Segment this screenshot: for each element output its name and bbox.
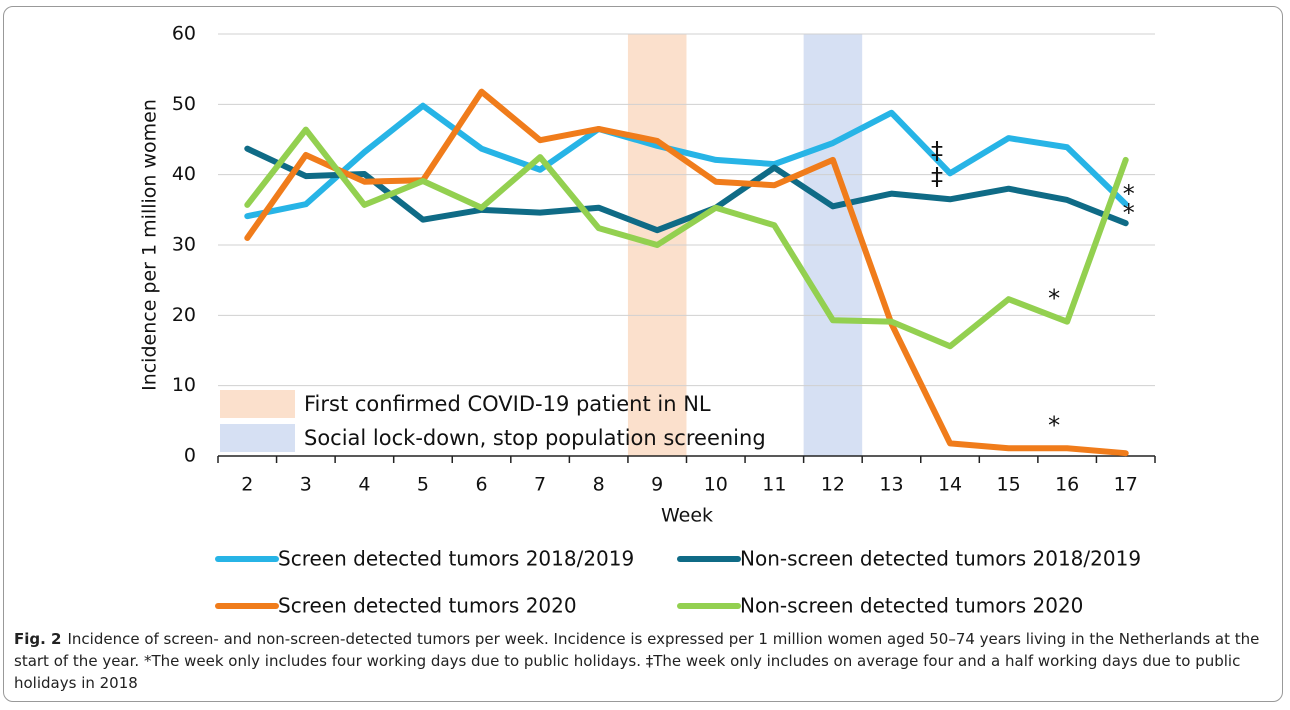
x-tick-label: 2: [241, 474, 253, 496]
x-tick-label: 17: [1114, 474, 1138, 496]
x-tick-label: 8: [593, 474, 605, 496]
x-tick-label: 10: [704, 474, 728, 496]
legend-label: Screen detected tumors 2020: [278, 594, 577, 618]
highlight-legend-swatch: [220, 390, 295, 418]
y-tick-label: 50: [172, 93, 196, 115]
x-tick-label: 16: [1055, 474, 1079, 496]
y-tick-label: 0: [184, 445, 196, 467]
legend-label: Non-screen detected tumors 2020: [740, 594, 1083, 618]
x-tick-label: 4: [358, 474, 370, 496]
y-tick-label: 10: [172, 374, 196, 396]
x-tick-label: 5: [417, 474, 429, 496]
annotation: *: [1048, 285, 1060, 313]
legend-label: Non-screen detected tumors 2018/2019: [740, 547, 1141, 571]
annotation: *: [1048, 411, 1060, 439]
x-tick-label: 9: [651, 474, 663, 496]
series-line: [244, 102, 1129, 220]
x-tick-label: 6: [475, 474, 487, 496]
y-axis-title: Incidence per 1 million women: [139, 99, 161, 391]
x-tick-label: 3: [300, 474, 312, 496]
chart: Week Incidence per 1 million women 0 10 20…: [139, 23, 1156, 618]
highlight-legend-swatch: [220, 424, 295, 452]
legend-label: Screen detected tumors 2018/2019: [278, 547, 634, 571]
figure-frame: [3, 6, 1283, 702]
x-tick-label: 7: [534, 474, 546, 496]
x-tick-label: 14: [938, 474, 962, 496]
x-tick-label: 12: [821, 474, 845, 496]
highlight-legend-label: Social lock-down, stop population screen…: [304, 426, 766, 450]
y-tick-label: 40: [172, 163, 196, 185]
x-tick-label: 15: [997, 474, 1021, 496]
highlight-legend-label: First confirmed COVID-19 patient in NL: [304, 392, 711, 416]
caption-label: Fig. 2: [14, 630, 62, 648]
series-line: [244, 88, 1129, 457]
annotation: *: [1123, 180, 1135, 208]
x-axis-title: Week: [661, 505, 713, 527]
y-tick-label: 60: [172, 23, 196, 45]
annotation: ‡: [931, 136, 943, 164]
caption-text: Incidence of screen- and non-screen-dete…: [14, 630, 1260, 692]
series-line: [244, 126, 1129, 350]
caption: Fig. 2 Incidence of screen- and non-scree…: [14, 628, 1276, 694]
y-tick-label: 20: [172, 304, 196, 326]
annotation: *: [1123, 199, 1135, 227]
x-tick-label: 11: [762, 474, 786, 496]
y-tick-label: 30: [172, 234, 196, 256]
series-line: [244, 145, 1129, 234]
annotation: ‡: [931, 162, 943, 190]
x-tick-label: 13: [879, 474, 903, 496]
